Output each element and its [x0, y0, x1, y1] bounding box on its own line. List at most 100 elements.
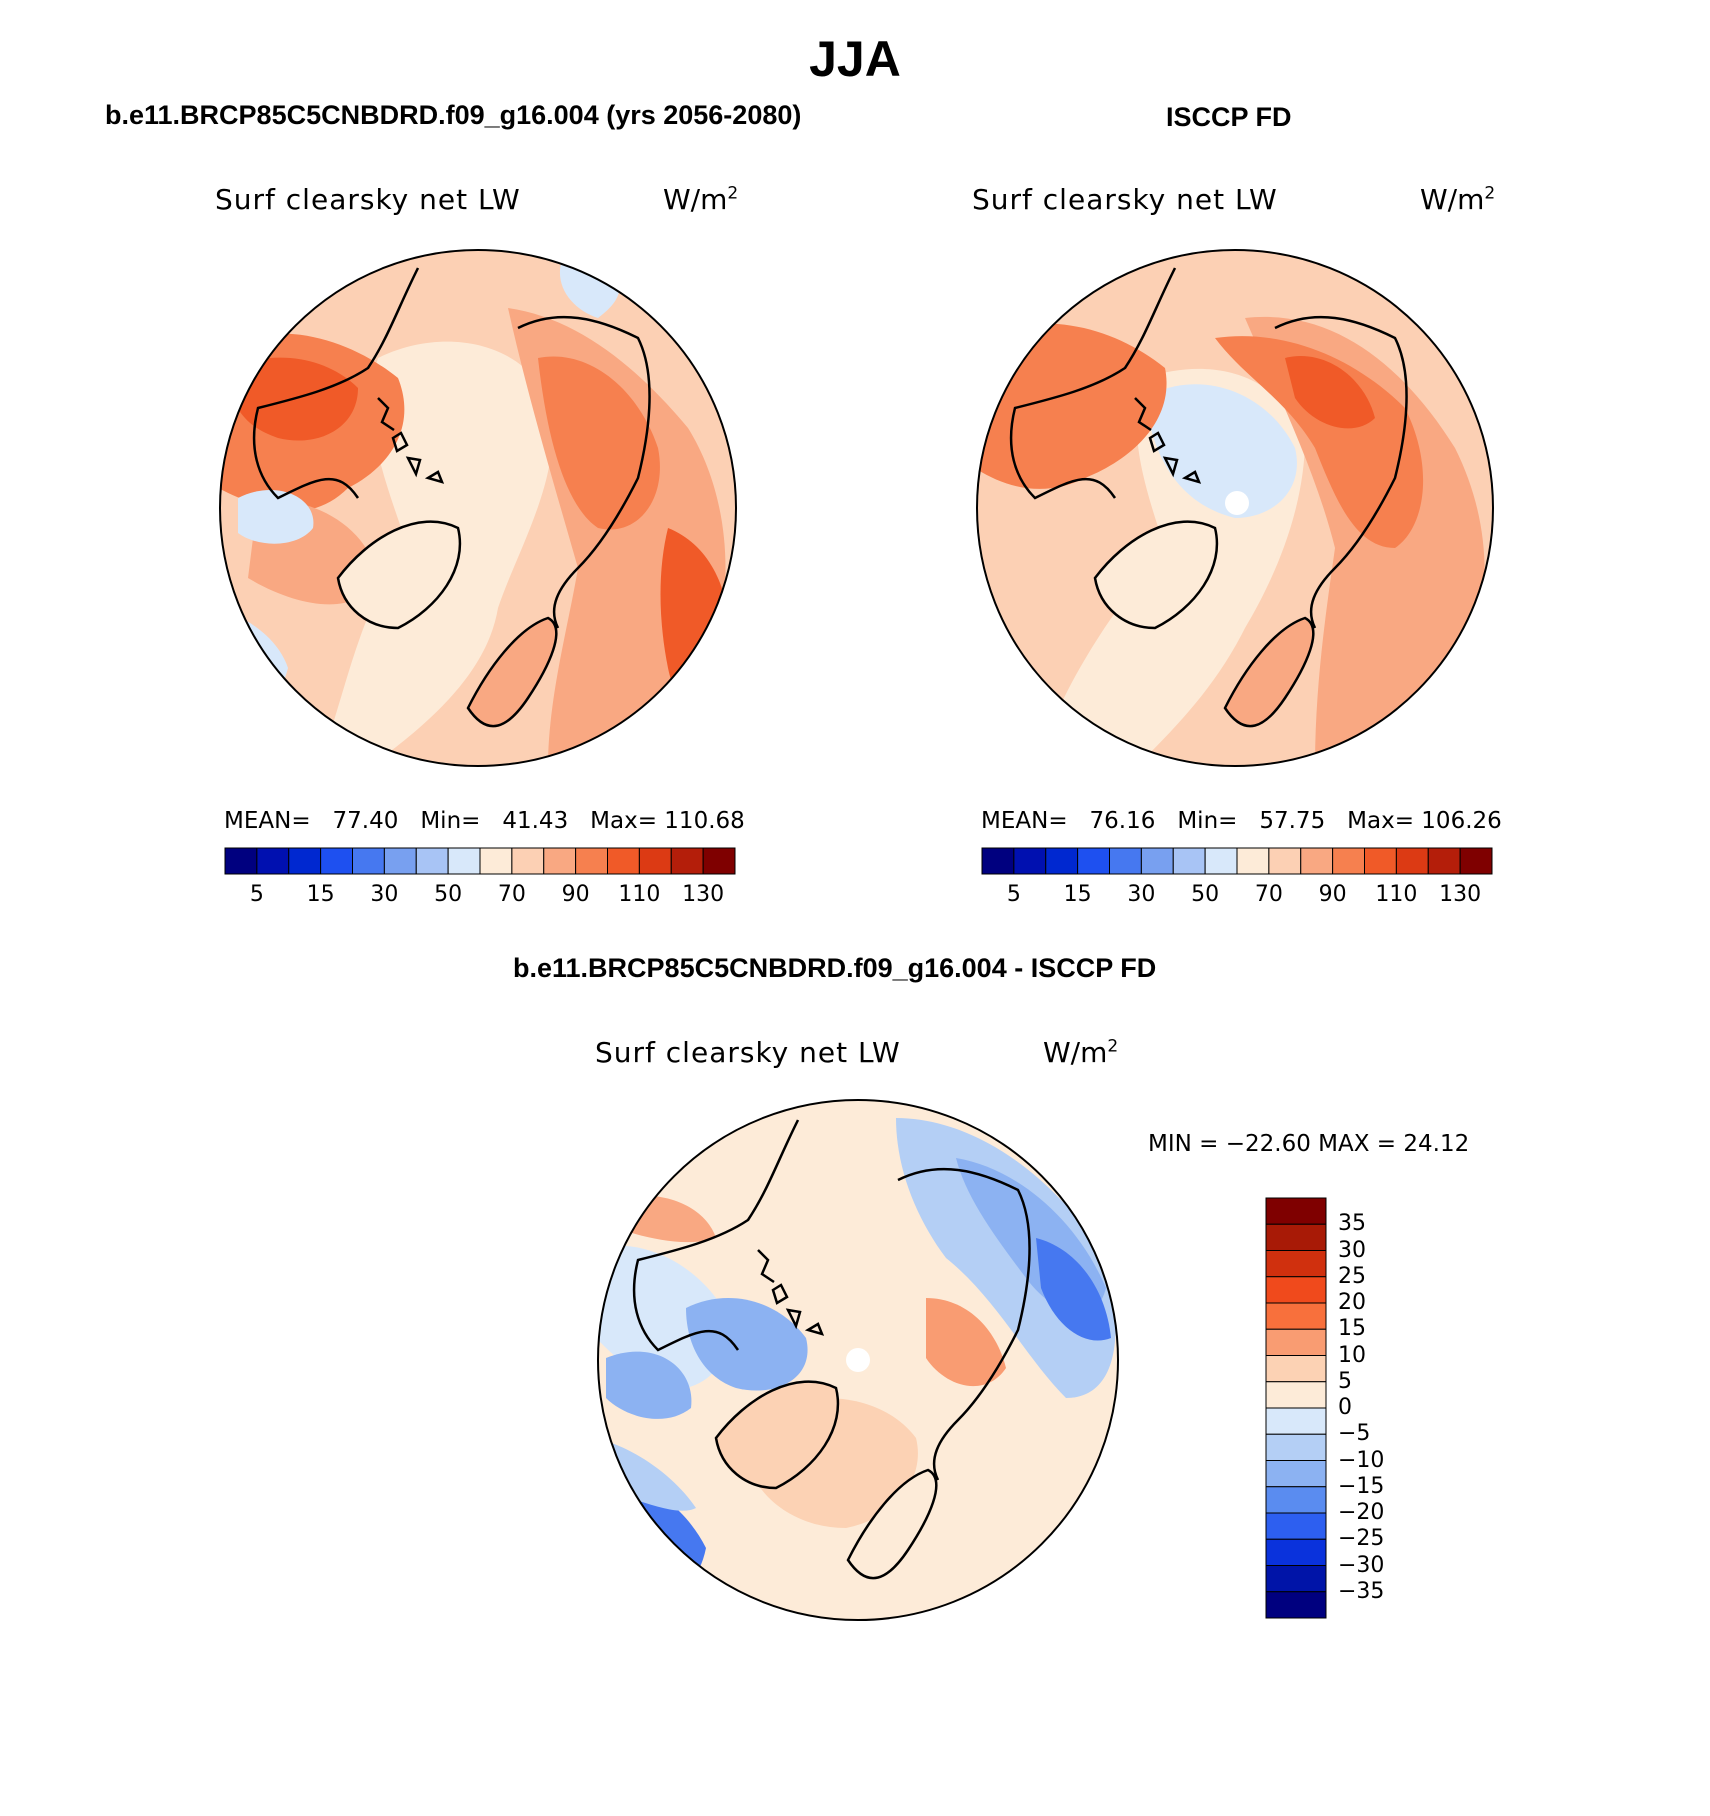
obs-panel-heading: ISCCP FD	[1166, 102, 1292, 132]
diff-colorbar	[1265, 1197, 1327, 1619]
colorbar-swatch	[1427, 847, 1461, 875]
colorbar-tick-label: 70	[1254, 882, 1283, 907]
obs-variable-label: Surf clearsky net LW	[972, 183, 1278, 216]
colorbar-tick-label: −5	[1338, 1421, 1371, 1447]
obs-map-coast-asia	[1274, 315, 1408, 629]
diff-map-islands	[757, 1249, 825, 1336]
obs-map-warm-west	[977, 323, 1167, 489]
colorbar-tick-label: 110	[618, 882, 661, 907]
colorbar-swatch	[575, 847, 608, 875]
colorbar-swatch	[1172, 847, 1206, 875]
colorbar-tick-label: 0	[1338, 1395, 1352, 1420]
colorbar-tick-label: 90	[1318, 882, 1347, 907]
colorbar-tick-label: −35	[1338, 1578, 1385, 1604]
colorbar-swatch	[1395, 847, 1429, 875]
colorbar-swatch	[1204, 847, 1238, 875]
diff-polar-map	[597, 1099, 1119, 1621]
diff-map-scandinavia	[846, 1468, 938, 1580]
colorbar-swatch	[1459, 847, 1493, 875]
model-panel-heading: b.e11.BRCP85C5CNBDRD.f09_g16.004 (yrs 20…	[105, 100, 802, 130]
colorbar-tick-label: 30	[370, 882, 399, 907]
colorbar-swatch	[1236, 847, 1270, 875]
colorbar-swatch	[1045, 847, 1079, 875]
colorbar-tick-label: 130	[1439, 882, 1482, 907]
diff-variable-label: Surf clearsky net LW	[595, 1036, 901, 1069]
colorbar-tick-label: −25	[1338, 1526, 1385, 1552]
colorbar-swatch	[1265, 1538, 1327, 1566]
obs-map-hot-core	[1285, 356, 1375, 429]
colorbar-swatch	[1268, 847, 1302, 875]
diff-map-pos-east	[926, 1298, 1006, 1387]
colorbar-tick-label: 70	[497, 882, 526, 907]
colorbar-tick-label: 5	[249, 882, 264, 907]
obs-units-label: W/m2	[1420, 183, 1496, 216]
obs-polar-map	[976, 249, 1494, 767]
colorbar-tick-label: 30	[1127, 882, 1156, 907]
colorbar-swatch	[1265, 1565, 1327, 1593]
obs-colorbar	[981, 847, 1493, 875]
obs-map-coast-america	[1009, 267, 1177, 500]
diff-map-neg-hudson	[606, 1351, 692, 1419]
colorbar-tick-label: 90	[561, 882, 590, 907]
model-polar-map	[219, 249, 737, 767]
diff-map-coast-america	[632, 1119, 800, 1352]
model-stats: MEAN= 77.40 Min= 41.43 Max= 110.68	[224, 808, 745, 834]
season-title: JJA	[809, 31, 901, 87]
colorbar-swatch	[1265, 1512, 1327, 1540]
model-map-coast-asia	[517, 315, 651, 629]
colorbar-swatch	[1265, 1223, 1327, 1251]
colorbar-swatch	[1332, 847, 1365, 875]
colorbar-tick-label: 25	[1338, 1263, 1366, 1289]
colorbar-tick-label: 15	[1063, 882, 1092, 907]
colorbar-swatch	[1265, 1486, 1327, 1514]
diff-map-neg-northeast	[896, 1118, 1116, 1398]
model-map-hot-east	[538, 356, 660, 530]
colorbar-tick-label: 20	[1338, 1290, 1366, 1315]
colorbar-tick-label: 5	[1006, 882, 1021, 907]
model-map-greenland	[336, 520, 462, 630]
diff-map-neg-strong	[1036, 1238, 1111, 1341]
colorbar-swatch	[288, 847, 322, 875]
colorbar-swatch	[224, 847, 258, 875]
colorbar-swatch	[702, 847, 736, 875]
model-map-cool-hudson	[238, 489, 314, 544]
model-map-coast-america	[252, 267, 420, 500]
obs-map-scandinavia	[1223, 616, 1315, 728]
colorbar-swatch	[256, 847, 290, 875]
diff-minmax: MIN = −22.60 MAX = 24.12	[1148, 1131, 1470, 1157]
colorbar-tick-label: 50	[1191, 882, 1220, 907]
colorbar-swatch	[1265, 1197, 1327, 1225]
colorbar-tick-label: 15	[1338, 1316, 1366, 1342]
colorbar-swatch	[1265, 1328, 1327, 1356]
colorbar-tick-label: −20	[1338, 1500, 1385, 1525]
colorbar-swatch	[1265, 1250, 1327, 1278]
model-map-scandinavia	[466, 616, 558, 728]
model-variable-label: Surf clearsky net LW	[215, 183, 521, 216]
colorbar-swatch	[447, 847, 481, 875]
colorbar-tick-label: 10	[1338, 1342, 1366, 1368]
colorbar-tick-label: 110	[1375, 882, 1418, 907]
colorbar-swatch	[1265, 1355, 1327, 1383]
colorbar-tick-label: 130	[682, 882, 725, 907]
model-colorbar	[224, 847, 736, 875]
colorbar-tick-label: −30	[1338, 1552, 1385, 1578]
colorbar-swatch	[670, 847, 704, 875]
obs-map-hot-east	[1215, 336, 1424, 548]
colorbar-swatch	[1265, 1433, 1327, 1461]
colorbar-swatch	[1265, 1302, 1327, 1330]
colorbar-swatch	[1265, 1276, 1327, 1304]
colorbar-swatch	[1265, 1591, 1327, 1619]
colorbar-tick-label: −15	[1338, 1473, 1385, 1499]
colorbar-swatch	[320, 847, 353, 875]
colorbar-tick-label: 50	[434, 882, 463, 907]
colorbar-tick-label: 15	[306, 882, 335, 907]
colorbar-swatch	[1265, 1407, 1327, 1435]
colorbar-swatch	[383, 847, 417, 875]
colorbar-swatch	[1109, 847, 1142, 875]
diff-map-greenland	[714, 1380, 840, 1490]
colorbar-swatch	[607, 847, 640, 875]
colorbar-swatch	[1140, 847, 1174, 875]
obs-map-islands	[1134, 397, 1202, 484]
colorbar-swatch	[1300, 847, 1334, 875]
colorbar-swatch	[1265, 1460, 1327, 1488]
